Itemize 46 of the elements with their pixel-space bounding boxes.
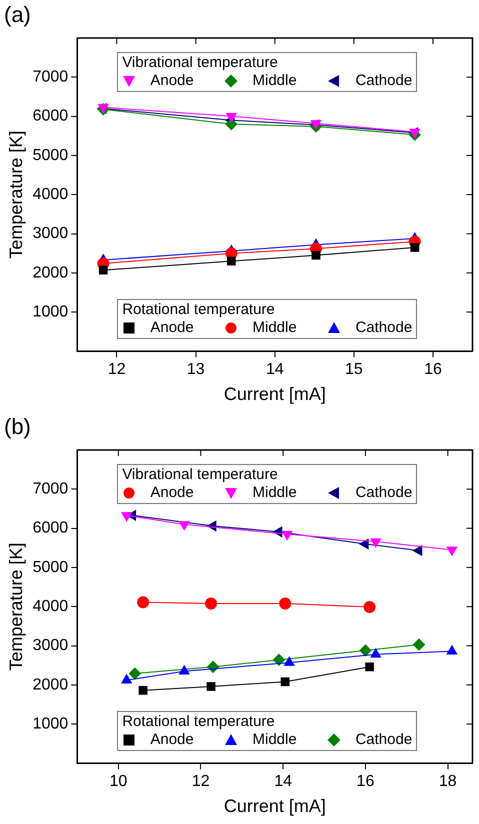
x-tick-label: 12 [192,773,210,790]
x-tick-label: 16 [356,773,374,790]
legend-label: Cathode [355,731,412,748]
x-tick-label: 18 [438,773,457,790]
y-tick-label: 1000 [32,715,68,732]
x-tick-label: 15 [345,361,363,378]
annotation: Rotational temperature [122,713,276,732]
y-tick-label: 5000 [32,558,68,576]
x-tick-label: 13 [186,361,205,378]
y-tick-label: 6000 [32,108,68,125]
y-tick-label: 1000 [32,303,68,320]
legend-label: Middle [252,72,297,89]
legend-label: Middle [252,731,297,748]
y-tick-label: 7000 [32,68,68,86]
x-tick-label: 14 [274,773,292,790]
y-tick-label: 2000 [32,264,68,282]
annotation: Vibrational temperature [122,54,279,72]
y-tick-label: 2000 [32,676,68,694]
y-axis-title: Temperature [K] [6,542,26,671]
x-axis-title: Current [mA] [224,384,326,404]
x-tick-label: 16 [424,361,442,378]
y-tick-label: 4000 [32,598,68,616]
legend-label: Anode [150,72,194,89]
y-tick-label: 3000 [32,637,68,654]
y-tick-label: 5000 [32,146,68,164]
y-tick-label: 7000 [32,480,68,498]
y-tick-label: 4000 [32,186,68,204]
legend-label: Anode [150,319,194,336]
x-axis-title: Current [mA] [224,796,326,816]
legend-label: Middle [252,319,297,336]
chart-title: (b) [4,414,31,440]
legend-label: Anode [150,731,194,748]
legend-label: Cathode [355,319,412,336]
legend-label: Anode [150,484,194,501]
legend-label: Cathode [355,72,412,89]
chart-title: (a) [4,2,31,28]
x-tick-label: 12 [108,361,126,378]
y-axis-title: Temperature [K] [6,130,26,259]
annotation: Vibrational temperature [122,466,279,484]
legend-label: Cathode [355,484,412,501]
legend-label: Middle [252,484,297,501]
y-tick-label: 6000 [32,520,68,537]
x-tick-label: 14 [266,361,284,378]
x-tick-label: 10 [109,773,128,790]
annotation: Rotational temperature [122,301,276,320]
y-tick-label: 3000 [32,225,68,242]
